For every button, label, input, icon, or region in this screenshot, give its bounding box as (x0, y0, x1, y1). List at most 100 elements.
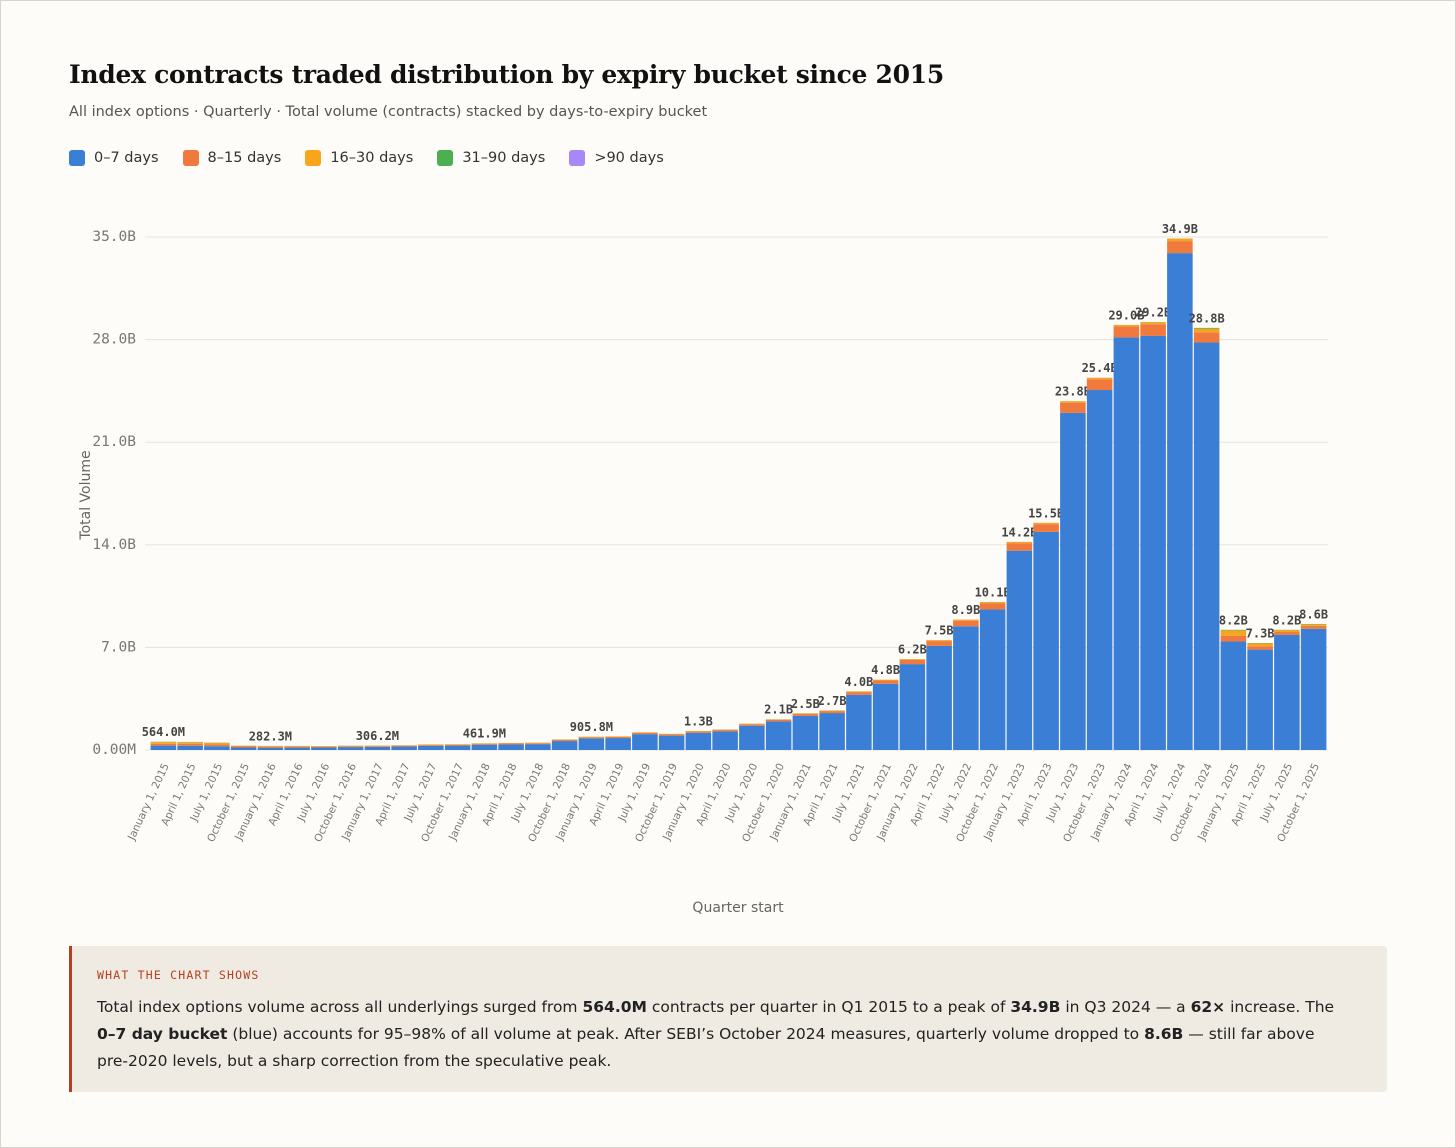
y-tick-label: 7.0B (101, 639, 136, 655)
bar-segment (1274, 630, 1300, 633)
y-tick-label: 0.00M (92, 742, 136, 758)
bar-segment (337, 745, 364, 747)
bar-segment (337, 746, 364, 748)
bar-segment (177, 742, 203, 744)
bar-segment (551, 741, 578, 750)
bar-segment (926, 640, 952, 642)
bar-segment (632, 732, 658, 735)
legend-item: 0–7 days (69, 150, 159, 166)
bar-segment (685, 732, 712, 750)
bar-segment (364, 745, 391, 747)
bar-segment (632, 734, 658, 750)
bar-segment (1220, 635, 1247, 642)
y-tick-label: 28.0B (92, 332, 136, 348)
y-tick-label: 21.0B (92, 434, 136, 450)
bar-segment (926, 645, 952, 750)
bar-segment (846, 694, 872, 750)
bar-segment (578, 736, 605, 738)
bar-segment (658, 735, 685, 750)
total-label: 8.2B (1219, 613, 1248, 627)
bar-segment (150, 742, 177, 744)
bar-segment (765, 721, 792, 750)
bar-segment (257, 747, 284, 750)
bar-segment (685, 731, 712, 733)
bar-segment (1006, 541, 1033, 544)
bar-segment (1140, 322, 1166, 325)
legend-item: 16–30 days (305, 150, 413, 166)
bar-segment (257, 745, 284, 747)
bar-segment (525, 744, 551, 750)
bar-segment (819, 711, 845, 714)
bar-segment (177, 745, 203, 750)
bar-segment (1220, 629, 1247, 631)
bar-segment (257, 746, 284, 748)
callout-text: 564.0M (582, 998, 647, 1016)
bar-segment (979, 602, 1006, 604)
chart-title: Index contracts traded distribution by e… (69, 60, 944, 89)
total-label: 306.2M (356, 729, 399, 743)
bar-segment (792, 715, 819, 750)
bar-segment (739, 724, 765, 726)
total-label: 282.3M (249, 729, 292, 743)
legend-label: 16–30 days (330, 150, 414, 166)
callout-text: (blue) accounts for 95–98% of all volume… (227, 1025, 1145, 1043)
bar-segment (1220, 630, 1247, 636)
bar-segment (1086, 379, 1113, 391)
callout-text: increase. The (1225, 998, 1335, 1016)
total-label: 2.5B (791, 697, 820, 711)
callout-text: 0–7 day bucket (97, 1025, 228, 1043)
bar-segment (1086, 390, 1113, 750)
bar-segment (150, 743, 177, 746)
bar-segment (765, 719, 792, 722)
bar-segment (846, 691, 872, 693)
legend-swatch (69, 150, 85, 166)
bar-segment (899, 664, 926, 750)
total-label: 905.8M (570, 720, 613, 734)
bar-segment (1113, 337, 1140, 750)
total-label: 25.4B (1082, 361, 1118, 375)
bar-segment (230, 747, 257, 750)
x-tick-label: January 1, 2015 (125, 761, 171, 842)
bar-segment (204, 746, 230, 750)
bar-segment (1300, 624, 1327, 626)
bar-segment (1193, 328, 1220, 333)
bar-segment (284, 746, 310, 748)
callout-text: 8.6B (1144, 1025, 1184, 1043)
legend-item: >90 days (569, 150, 664, 166)
bar-segment (364, 746, 391, 750)
total-label: 4.0B (844, 675, 873, 689)
total-label: 29.0B (1108, 308, 1144, 322)
bar-segment (1300, 628, 1327, 750)
bar-segment (525, 743, 551, 745)
legend-swatch (182, 150, 199, 166)
bar-segment (177, 743, 203, 746)
callout-body: Total index options volume across all un… (97, 994, 1347, 1075)
callout-text: Total index options volume across all un… (97, 998, 583, 1016)
bar-segment (444, 745, 471, 750)
bar-segment (1060, 401, 1086, 403)
bar-segment (605, 736, 631, 739)
total-label: 2.7B (818, 694, 847, 708)
total-label: 6.2B (898, 643, 927, 657)
bar-segment (418, 744, 444, 746)
y-tick-label: 14.0B (92, 537, 136, 553)
bar-segment (444, 744, 471, 746)
bar-segment (658, 734, 685, 736)
total-label: 8.2B (1272, 613, 1301, 627)
bar-segment (739, 725, 765, 750)
y-axis-label: Total Volume (78, 450, 94, 540)
bar-segment (284, 746, 310, 747)
total-label: 28.8B (1189, 311, 1225, 325)
bar-segment (1113, 325, 1140, 327)
total-label: 15.5B (1028, 506, 1064, 520)
bar-segment (1006, 543, 1033, 551)
total-label: 7.5B (925, 624, 954, 638)
bar-segment (819, 710, 845, 712)
chart-subtitle: All index options · Quarterly · Total vo… (69, 104, 708, 120)
legend-swatch (437, 150, 454, 166)
bar-segment (1086, 377, 1113, 380)
bar-segment (1113, 326, 1140, 338)
bar-segment (1033, 524, 1059, 532)
bar-segment (284, 747, 310, 750)
